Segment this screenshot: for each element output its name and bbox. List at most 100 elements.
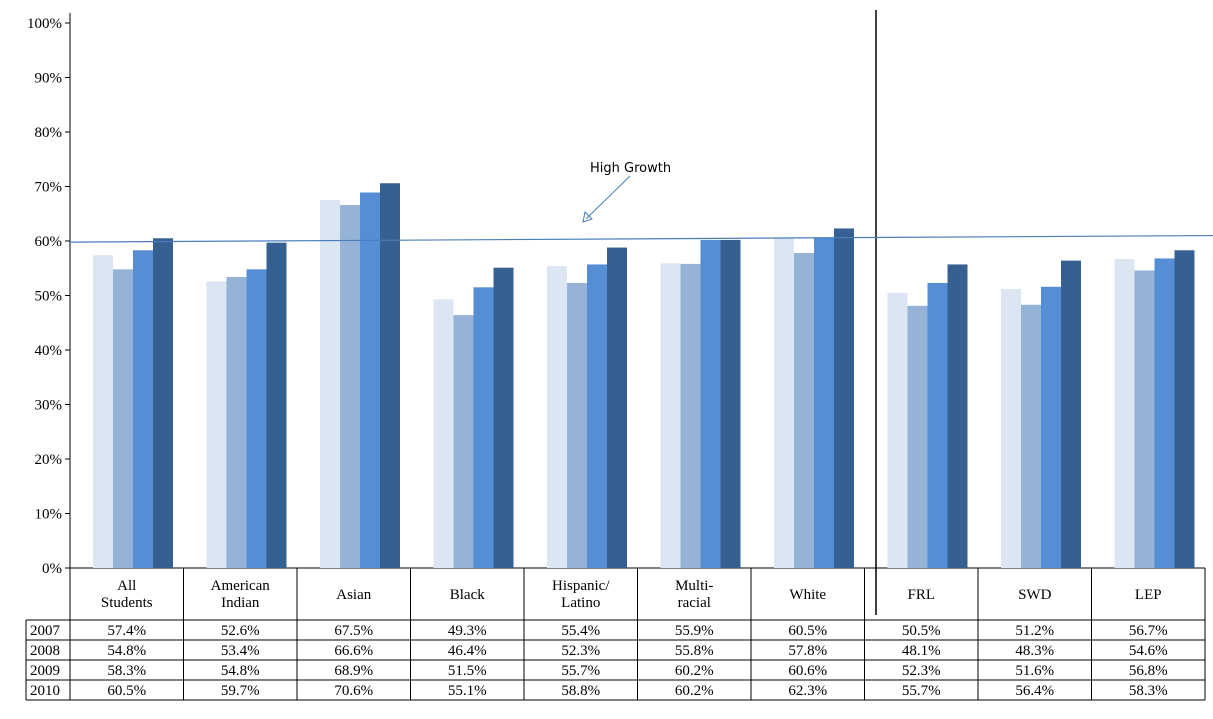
bar	[320, 200, 340, 568]
x-tick-label: SWD	[1018, 587, 1052, 603]
legend-label: 2009	[30, 663, 60, 679]
data-label: 56.7%	[1129, 623, 1168, 639]
data-label: 54.8%	[221, 663, 260, 679]
data-label: 70.6%	[334, 683, 373, 699]
data-label: 48.3%	[1015, 643, 1054, 659]
data-label: 55.1%	[448, 683, 487, 699]
bar	[607, 247, 627, 569]
data-label: 57.8%	[788, 643, 827, 659]
data-label: 62.3%	[788, 683, 827, 699]
bar	[814, 237, 834, 569]
data-label: 60.6%	[788, 663, 827, 679]
bar	[774, 238, 794, 568]
data-label: 46.4%	[448, 643, 487, 659]
high-growth-label: High Growth	[590, 161, 671, 176]
legend-label: 2010	[30, 683, 60, 699]
bar	[1154, 258, 1175, 568]
data-label: 58.3%	[107, 663, 146, 679]
bar	[473, 287, 494, 568]
y-tick-label: 80%	[35, 125, 63, 141]
bar	[834, 228, 854, 568]
bar	[567, 282, 587, 568]
data-label: 51.6%	[1015, 663, 1054, 679]
data-label: 55.9%	[675, 623, 714, 639]
data-label: 48.1%	[902, 643, 941, 659]
x-tick-label: LEP	[1135, 587, 1162, 603]
data-label: 51.5%	[448, 663, 487, 679]
high-growth-arrowhead	[582, 210, 593, 223]
x-tick-label: Black	[450, 587, 485, 603]
data-label: 59.7%	[221, 683, 260, 699]
chart-overlay: High Growth	[69, 10, 1213, 615]
y-tick-label: 90%	[35, 71, 63, 87]
bar	[1041, 286, 1061, 568]
data-label: 52.3%	[902, 663, 941, 679]
bar	[113, 269, 133, 568]
data-label: 60.2%	[675, 663, 714, 679]
data-label: 56.4%	[1015, 683, 1054, 699]
bar	[133, 250, 153, 568]
y-tick-label: 30%	[35, 398, 63, 414]
data-label: 55.8%	[675, 643, 714, 659]
x-tick-label: American	[211, 578, 271, 594]
data-label: 52.3%	[561, 643, 600, 659]
y-tick-label: 60%	[35, 234, 63, 250]
bar	[720, 239, 741, 568]
data-label: 57.4%	[107, 623, 146, 639]
data-label: 49.3%	[448, 623, 487, 639]
bar	[680, 263, 701, 568]
bar	[1134, 270, 1155, 568]
x-tick-label: Latino	[561, 595, 600, 611]
data-label: 56.8%	[1129, 663, 1168, 679]
bar	[226, 276, 247, 568]
data-label: 55.7%	[561, 663, 600, 679]
bar	[1114, 258, 1135, 568]
high-growth-line	[69, 234, 1213, 243]
data-label: 60.2%	[675, 683, 714, 699]
data-label: 50.5%	[902, 623, 941, 639]
x-tick-label: Asian	[336, 587, 371, 603]
bar	[1021, 304, 1041, 568]
bar	[246, 269, 267, 568]
x-tick-label: All	[117, 578, 136, 594]
data-label: 53.4%	[221, 643, 260, 659]
y-tick-label: 0%	[42, 561, 62, 577]
data-label: 60.5%	[107, 683, 146, 699]
bar	[947, 264, 968, 568]
bar	[927, 282, 948, 568]
bar	[206, 281, 227, 568]
data-label: 55.4%	[561, 623, 600, 639]
bar	[360, 192, 380, 568]
data-label: 58.3%	[1129, 683, 1168, 699]
bar	[587, 264, 607, 568]
data-label: 54.6%	[1129, 643, 1168, 659]
bar	[153, 238, 173, 568]
data-label: 68.9%	[334, 663, 373, 679]
bars	[93, 183, 1195, 569]
x-tick-label: FRL	[907, 587, 935, 603]
x-tick-label: Indian	[221, 595, 260, 611]
x-tick-label: racial	[678, 595, 711, 611]
x-tick-label: Hispanic/	[552, 578, 610, 594]
data-label: 51.2%	[1015, 623, 1054, 639]
y-tick-label: 20%	[35, 452, 63, 468]
high-growth-arrow	[585, 175, 631, 220]
bar	[266, 242, 287, 568]
data-label: 52.6%	[221, 623, 260, 639]
y-tick-label: 70%	[35, 180, 63, 196]
data-label: 54.8%	[107, 643, 146, 659]
y-tick-label: 10%	[35, 507, 63, 523]
bar	[547, 266, 567, 568]
bar	[794, 252, 814, 569]
x-tick-label: Students	[101, 595, 153, 611]
y-tick-label: 50%	[35, 289, 63, 305]
bar	[907, 305, 928, 568]
bar	[700, 239, 721, 568]
legend-label: 2008	[30, 643, 60, 659]
y-tick-label: 40%	[35, 343, 63, 359]
x-tick-label: Multi-	[675, 578, 713, 594]
bar	[93, 255, 113, 569]
bar	[380, 183, 400, 569]
data-label: 58.8%	[561, 683, 600, 699]
